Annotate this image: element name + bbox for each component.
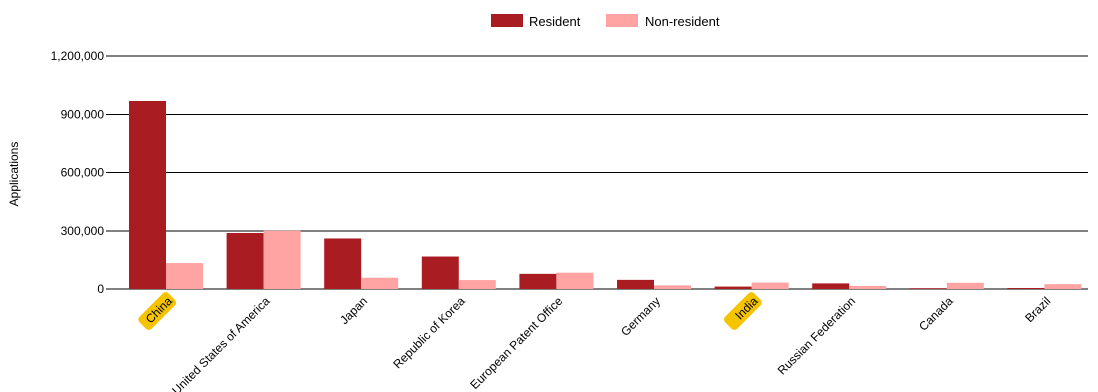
bar-non-resident (849, 285, 887, 289)
x-tick-label-text: Canada (916, 294, 956, 334)
y-axis-tick-labels: 0 300,000 600,000 900,000 1,200,000 (51, 49, 105, 296)
bar-non-resident (166, 263, 203, 289)
bar-resident (421, 256, 459, 289)
y-tick-label: 300,000 (61, 224, 105, 238)
bar-non-resident (556, 272, 594, 289)
x-tick-label: China (138, 292, 177, 330)
highlight-badge (138, 292, 177, 330)
x-tick-label: Russian Federation (775, 294, 858, 377)
bar-non-resident (458, 280, 496, 289)
x-tick-label: Canada (916, 294, 956, 334)
highlight-badge (724, 292, 762, 330)
x-tick-label: India (724, 292, 762, 330)
x-tick-label-text: European Patent Office (467, 294, 565, 392)
x-tick-label-text: Russian Federation (775, 294, 858, 377)
legend-label-resident: Resident (529, 14, 581, 29)
y-tick-label: 0 (97, 282, 104, 296)
x-tick-label-text: Japan (337, 294, 370, 327)
x-tick-label-text: Germany (618, 294, 663, 339)
x-tick-label: United States of America (169, 294, 273, 392)
legend-swatch-resident (491, 14, 523, 27)
y-tick-label: 1,200,000 (51, 49, 105, 63)
bar-non-resident (361, 277, 399, 289)
bar-resident (812, 283, 850, 289)
x-tick-label-text: Brazil (1022, 294, 1053, 325)
bar-non-resident (1044, 284, 1082, 289)
bars (129, 100, 1082, 289)
legend-label-non-resident: Non-resident (645, 14, 720, 29)
bar-resident (909, 288, 947, 289)
y-tick-label: 900,000 (61, 107, 105, 121)
bar-resident (617, 279, 654, 289)
x-tick-label-text: Republic of Korea (390, 294, 468, 372)
bar-resident (714, 286, 752, 289)
bar-resident (129, 100, 166, 289)
legend-swatch-non-resident (606, 14, 638, 27)
bar-resident (1007, 287, 1045, 289)
bar-resident (226, 233, 264, 289)
x-tick-label: European Patent Office (467, 294, 565, 392)
bar-resident (324, 238, 362, 289)
y-axis-title: Applications (7, 142, 21, 207)
bar-non-resident (946, 282, 984, 289)
y-tick-label: 600,000 (61, 166, 105, 180)
x-tick-label: Brazil (1022, 294, 1053, 325)
bar-non-resident (654, 285, 691, 289)
x-tick-label-text: United States of America (169, 294, 273, 392)
bar-non-resident (751, 282, 789, 289)
legend: Resident Non-resident (491, 14, 720, 29)
x-tick-label: Japan (337, 294, 370, 327)
bar-resident (519, 273, 557, 289)
x-tick-label: Germany (618, 294, 663, 339)
x-tick-label: Republic of Korea (390, 294, 468, 372)
bar-non-resident (263, 230, 301, 289)
